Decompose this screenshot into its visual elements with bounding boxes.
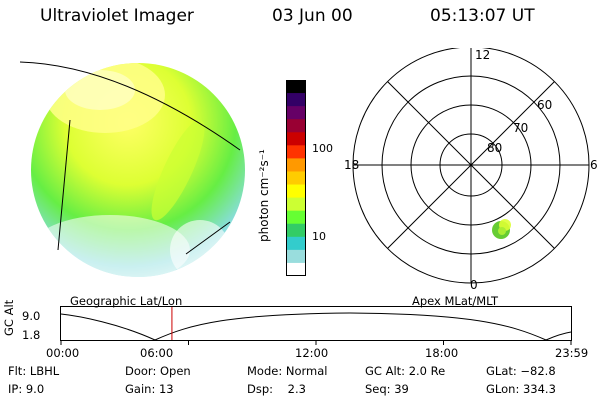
info-glon: GLon: 334.3 xyxy=(486,382,556,396)
orbit-plot xyxy=(60,306,572,345)
orbit-xtick-0: 00:00 xyxy=(46,346,80,360)
info-door: Door: Open xyxy=(125,364,191,378)
colorbar-segment xyxy=(286,106,306,120)
mlt-label-6: 6 xyxy=(590,158,598,172)
colorbar-segment xyxy=(286,236,306,251)
left-panel-label: Geographic Lat/Lon xyxy=(70,294,183,308)
time-label: 05:13:07 UT xyxy=(430,6,535,26)
info-flt: Flt: LBHL xyxy=(8,364,60,378)
colorbar-segment xyxy=(286,223,306,238)
colorbar-segment xyxy=(286,119,306,133)
lon-line xyxy=(57,119,71,251)
lon-line-2 xyxy=(185,221,231,255)
info-seq: Seq: 39 xyxy=(365,382,409,396)
mlt-label-18: 18 xyxy=(344,158,359,172)
colorbar-segment xyxy=(286,171,306,186)
colorbar-segment xyxy=(286,262,306,276)
colorbar-segment xyxy=(286,184,306,199)
orbit-xtick-2: 12:00 xyxy=(295,346,329,360)
info-dsp: Dsp: 2.3 xyxy=(247,382,306,396)
colorbar-segment xyxy=(286,197,306,212)
colorbar-label: photon cm⁻²s⁻¹ xyxy=(257,149,271,242)
info-ip: IP: 9.0 xyxy=(8,382,45,396)
colorbar-segment xyxy=(286,158,306,173)
date-label: 03 Jun 00 xyxy=(272,6,353,26)
right-panel-label: Apex MLat/MLT xyxy=(412,294,499,308)
mlt-label-12: 12 xyxy=(475,48,490,62)
info-glat: GLat: −82.8 xyxy=(486,364,556,378)
orbit-xtick-3: 18:00 xyxy=(425,346,459,360)
colorbar-segment xyxy=(286,145,306,159)
colorbar-segment xyxy=(286,249,306,264)
mlt-label-0: 0 xyxy=(470,278,478,292)
colorbar-segment xyxy=(286,132,306,146)
orbit-ylabel: GC Alt xyxy=(2,299,16,336)
lat-line xyxy=(19,61,241,151)
polar-plot: 12 18 6 0 60 70 80 xyxy=(344,48,598,292)
colorbar-segment xyxy=(286,80,306,94)
instrument-title: Ultraviolet Imager xyxy=(40,6,194,26)
orbit-xtick-1: 06:00 xyxy=(140,346,174,360)
orbit-ytick-high: 9.0 xyxy=(22,309,41,323)
info-mode: Mode: Normal xyxy=(247,364,328,378)
info-gain: Gain: 13 xyxy=(125,382,174,396)
auroral-disk xyxy=(31,63,245,277)
colorbar xyxy=(286,80,306,276)
colorbar-segment xyxy=(286,210,306,225)
colorbar-segment xyxy=(286,93,306,107)
lat-label-80: 80 xyxy=(487,141,502,155)
info-gcalt: GC Alt: 2.0 Re xyxy=(365,364,446,378)
orbit-curve xyxy=(60,312,572,341)
colorbar-tick-100: 100 xyxy=(312,142,333,155)
colorbar-tick-10: 10 xyxy=(312,230,326,243)
auroral-image xyxy=(19,61,245,277)
orbit-xtick-4: 23:59 xyxy=(555,346,589,360)
lat-label-70: 70 xyxy=(513,121,528,135)
lat-label-60: 60 xyxy=(537,98,552,112)
orbit-ytick-low: 1.8 xyxy=(22,328,41,342)
